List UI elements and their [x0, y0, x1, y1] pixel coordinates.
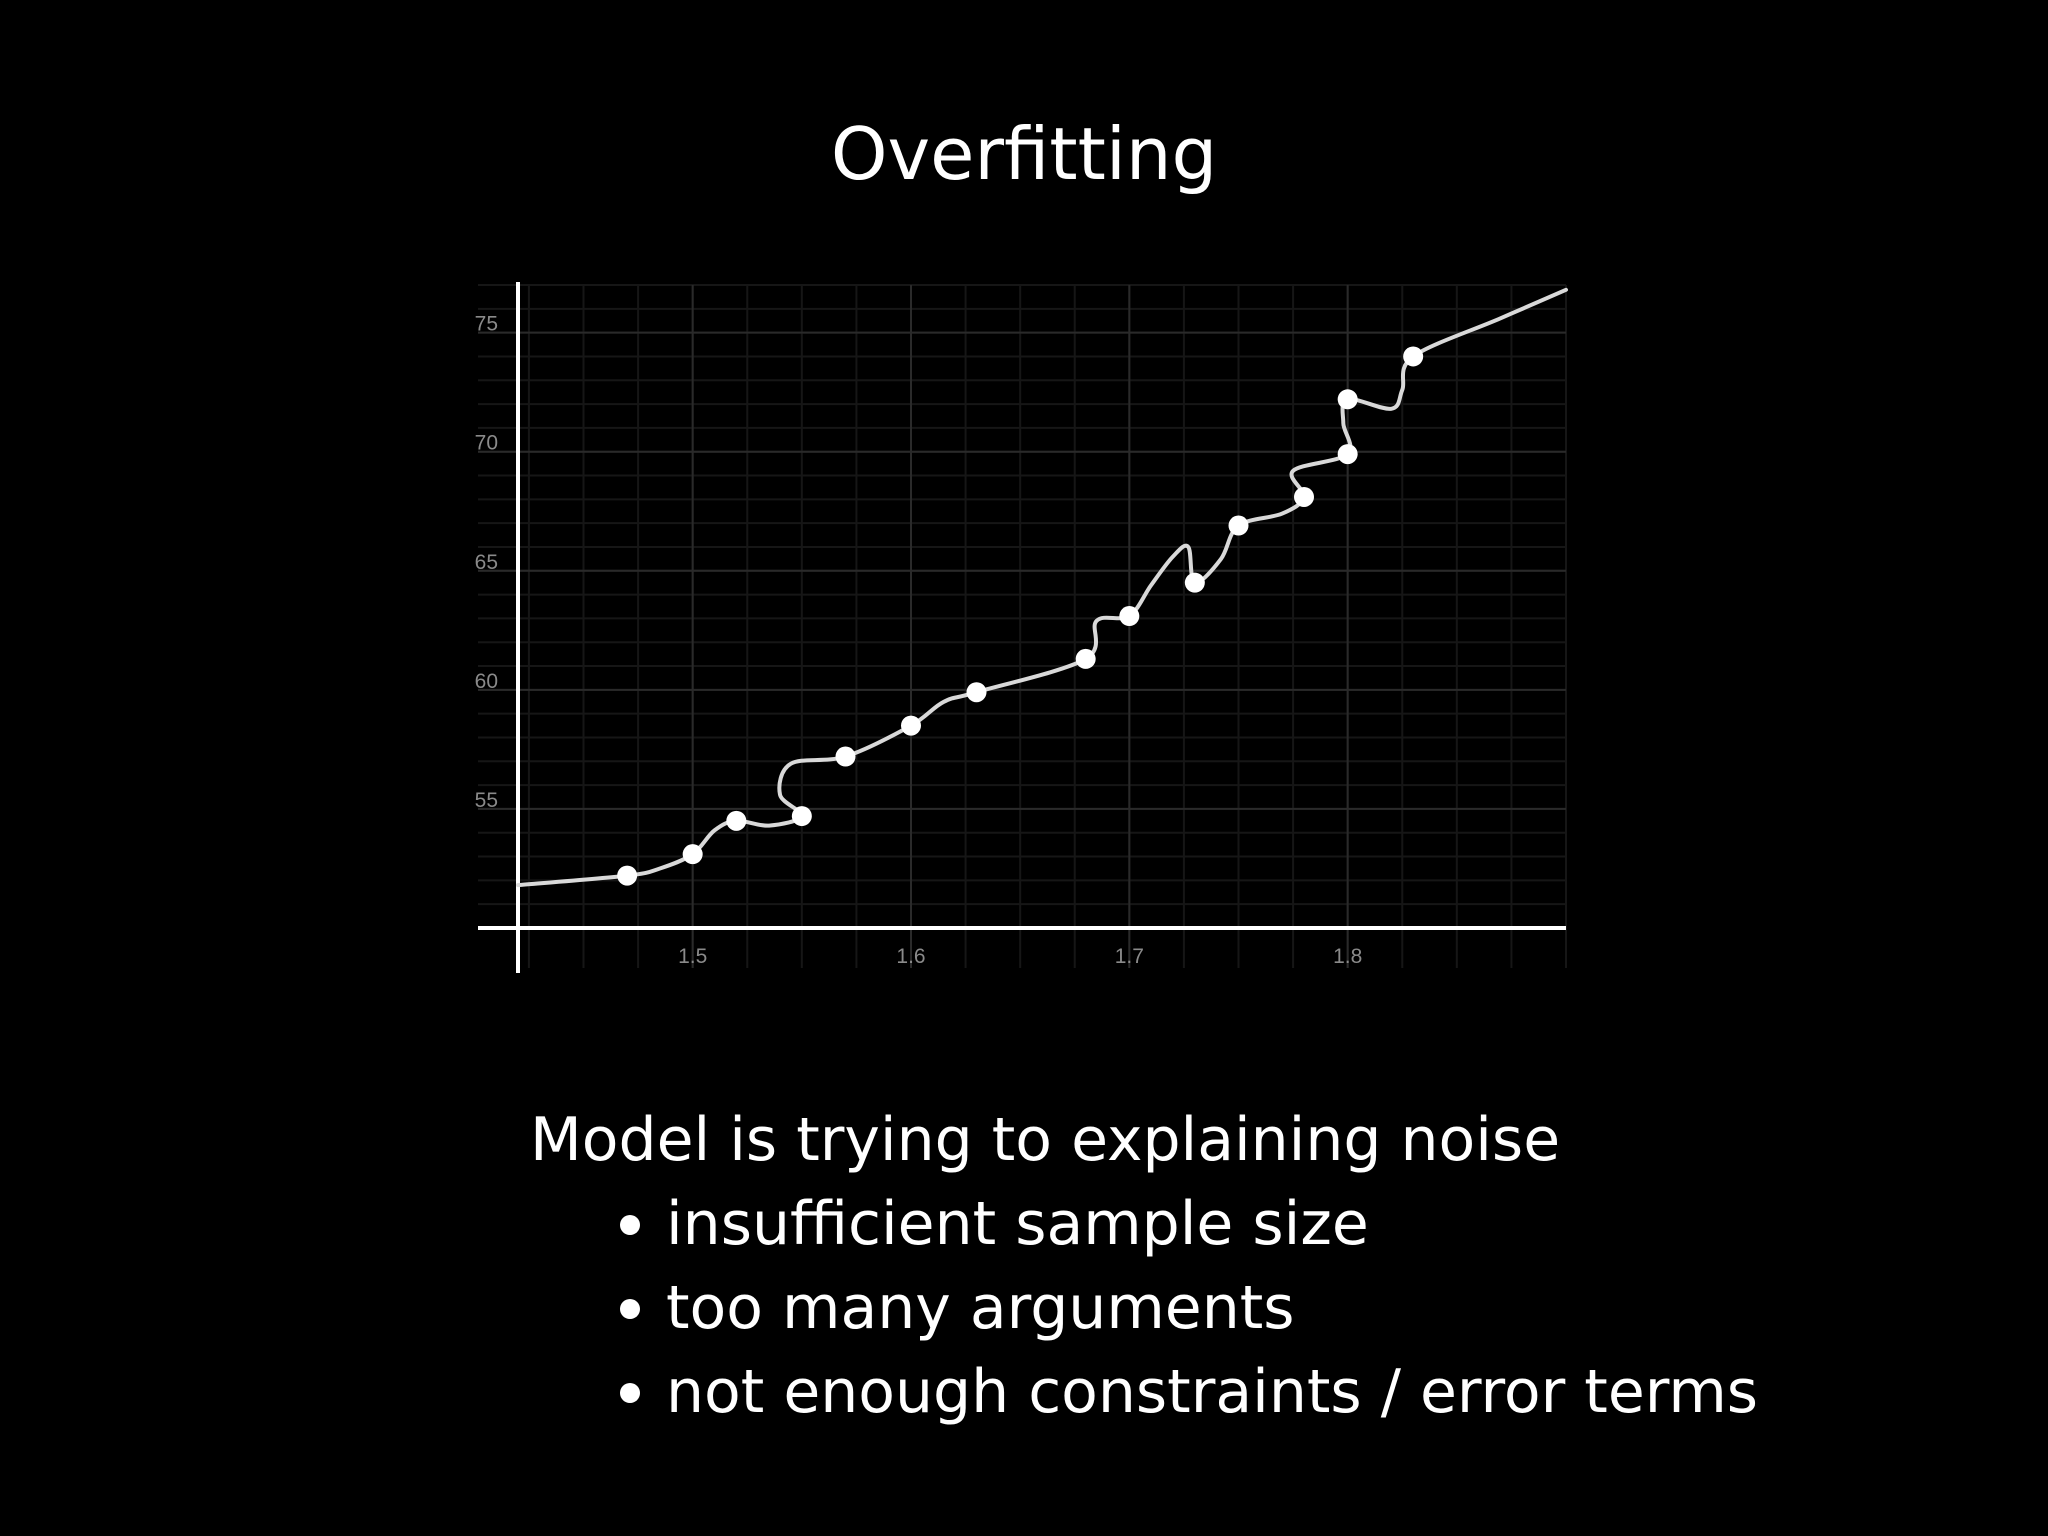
data-point	[1119, 606, 1140, 627]
data-point	[1337, 389, 1358, 410]
slide-body: Model is trying to explaining noise insu…	[530, 1098, 1758, 1434]
body-heading: Model is trying to explaining noise	[530, 1105, 1561, 1175]
data-point	[682, 844, 703, 865]
data-point	[1403, 346, 1424, 367]
x-tick-label: 1.7	[1115, 945, 1144, 968]
y-tick-label: 75	[475, 313, 498, 336]
data-point	[1337, 444, 1358, 465]
data-point	[1228, 515, 1249, 536]
bullet-item: not enough constraints / error terms	[616, 1350, 1758, 1434]
data-point	[1184, 572, 1205, 593]
x-tick-label: 1.8	[1333, 945, 1362, 968]
chart-axes	[478, 282, 1566, 973]
slide-title: Overfitting	[830, 112, 1218, 196]
data-point	[726, 810, 747, 831]
y-tick-label: 55	[475, 789, 498, 812]
chart-grid-major	[478, 285, 1566, 968]
y-tick-label: 65	[475, 551, 498, 574]
fit-curve-layer	[516, 287, 1568, 888]
data-point	[791, 806, 812, 827]
data-points-layer	[617, 346, 1424, 886]
y-tick-label: 60	[475, 670, 498, 693]
data-point	[835, 746, 856, 767]
overfit-curve	[516, 287, 1568, 888]
data-point	[901, 715, 921, 736]
data-point	[1294, 486, 1314, 507]
bullet-item: too many arguments	[616, 1266, 1758, 1350]
chart-tick-labels: 1.5 1.6 1.7 1.8 55 60 65 70 75	[475, 313, 1363, 968]
x-tick-label: 1.5	[678, 945, 707, 968]
x-tick-label: 1.6	[896, 945, 925, 968]
bullet-item: insufficient sample size	[616, 1182, 1758, 1266]
y-tick-label: 70	[475, 432, 498, 455]
bullet-list: insufficient sample size too many argume…	[530, 1182, 1758, 1434]
data-point	[617, 865, 638, 886]
data-point	[1075, 648, 1096, 669]
data-point	[966, 682, 987, 703]
